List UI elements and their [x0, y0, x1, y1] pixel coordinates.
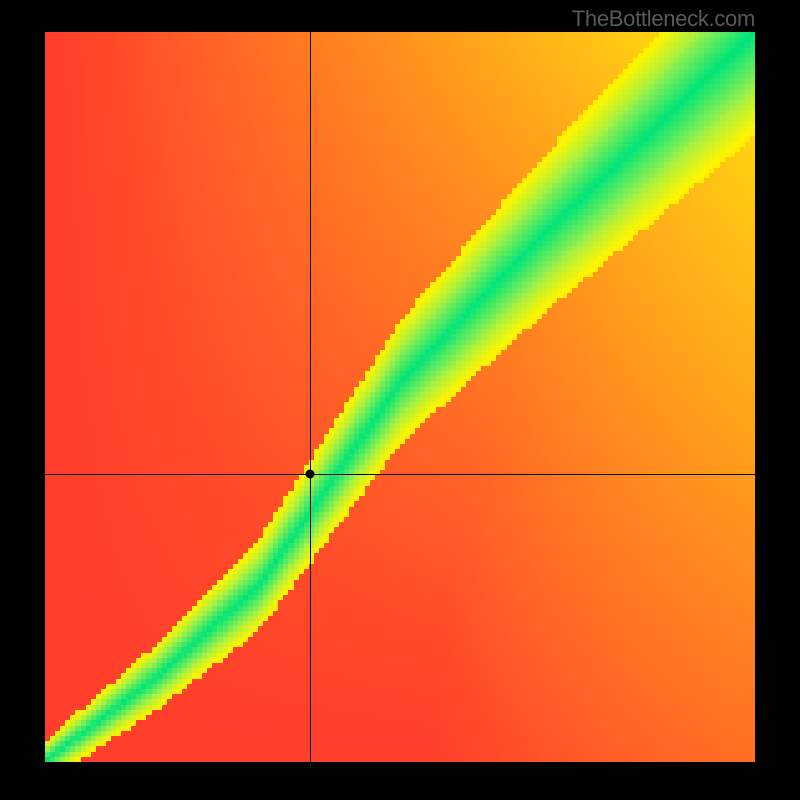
crosshair-horizontal — [45, 474, 755, 475]
plot-area — [45, 32, 755, 762]
heatmap-canvas — [45, 32, 755, 762]
crosshair-vertical — [310, 32, 311, 762]
watermark-text: TheBottleneck.com — [572, 6, 755, 32]
chart-outer: TheBottleneck.com — [0, 0, 800, 800]
crosshair-marker — [306, 470, 315, 479]
